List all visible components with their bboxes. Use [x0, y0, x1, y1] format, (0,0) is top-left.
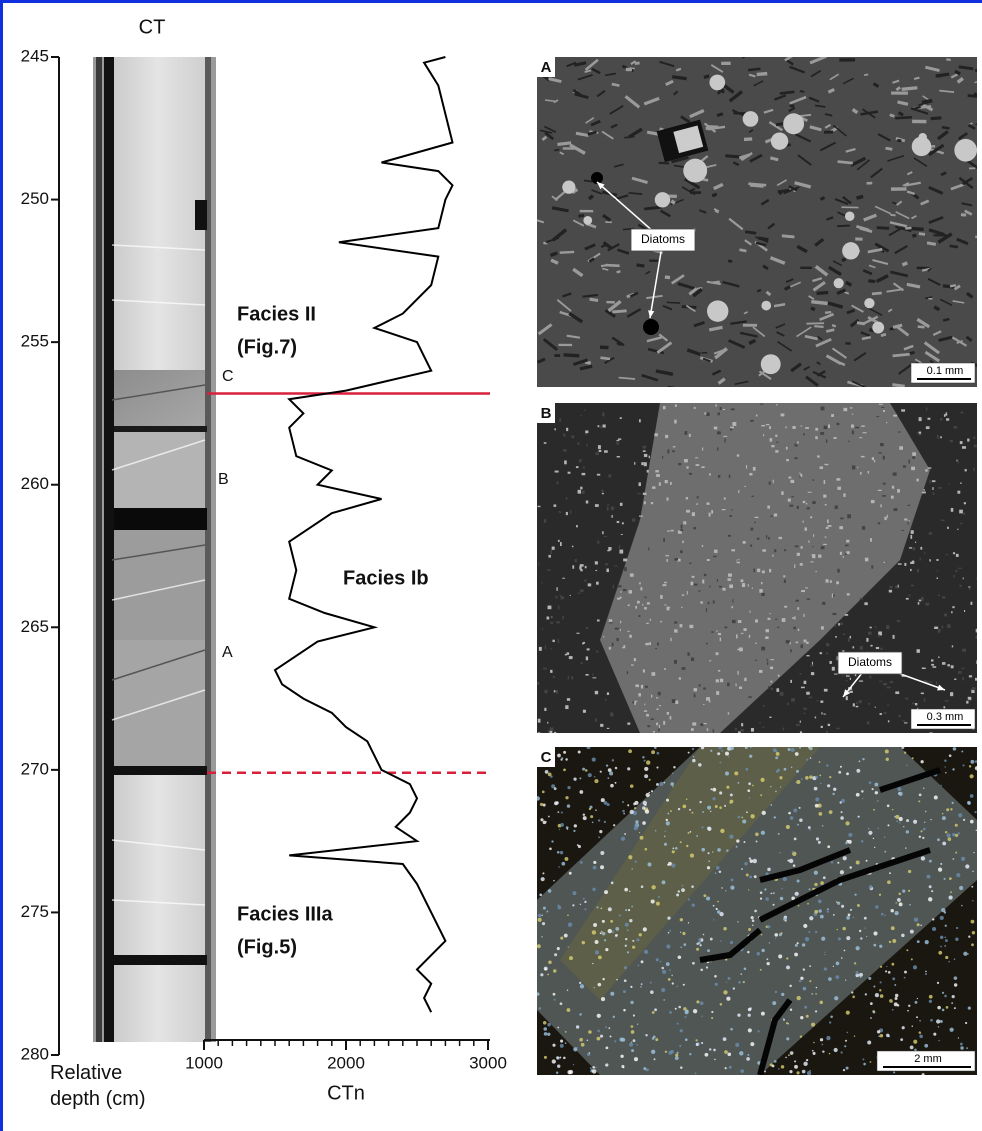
depth-tick-label: 280	[21, 1044, 49, 1063]
frame-top	[0, 0, 982, 3]
micrograph-b	[537, 403, 980, 737]
depth-tick-label: 275	[21, 902, 49, 921]
page: {"chart_data": { "type": "line", "xlabel…	[0, 0, 982, 1131]
micrograph-a	[537, 53, 982, 389]
annotation: (Fig.5)	[237, 936, 297, 958]
depth-tick-label: 255	[21, 332, 49, 351]
ctn-tick-label: 1000	[185, 1053, 223, 1072]
core-image	[93, 57, 216, 1042]
annotation: (Fig.7)	[237, 336, 297, 358]
annotation: B	[218, 471, 229, 488]
annotation: A	[222, 644, 233, 661]
callout-label: Diatoms	[641, 232, 685, 246]
callout-label: Diatoms	[848, 655, 892, 669]
depth-tick-label: 250	[21, 189, 49, 208]
panel-label: B	[541, 405, 552, 422]
frame-left	[0, 0, 3, 1131]
annotation: Facies Ib	[343, 567, 429, 589]
scale-label: 0.3 mm	[927, 711, 964, 723]
scale-label: 0.1 mm	[927, 365, 964, 377]
annotation: Facies IIIa	[237, 903, 333, 925]
depth-tick-label: 265	[21, 617, 49, 636]
depth-axis-title: Relative depth (cm)	[50, 1060, 160, 1112]
ctn-tick-label: 3000	[469, 1053, 507, 1072]
ctn-axis-title: CTn	[327, 1082, 365, 1104]
ctn-tick-label: 2000	[327, 1053, 365, 1072]
annotation: Facies II	[237, 303, 316, 325]
depth-tick-label: 245	[21, 46, 49, 65]
depth-tick-label: 270	[21, 759, 49, 778]
panel-label: A	[541, 59, 552, 76]
panel-label: C	[541, 749, 552, 766]
depth-tick-label: 260	[21, 474, 49, 493]
annotation: C	[222, 368, 234, 385]
scale-label: 2 mm	[914, 1053, 942, 1065]
figure: CT 245 250 255 260 265 270 275 280 1000 2000 3000 C…	[0, 0, 982, 1131]
core-label: CT	[139, 16, 166, 38]
micrograph-c	[536, 745, 980, 1076]
ctn-curve	[275, 57, 453, 1012]
